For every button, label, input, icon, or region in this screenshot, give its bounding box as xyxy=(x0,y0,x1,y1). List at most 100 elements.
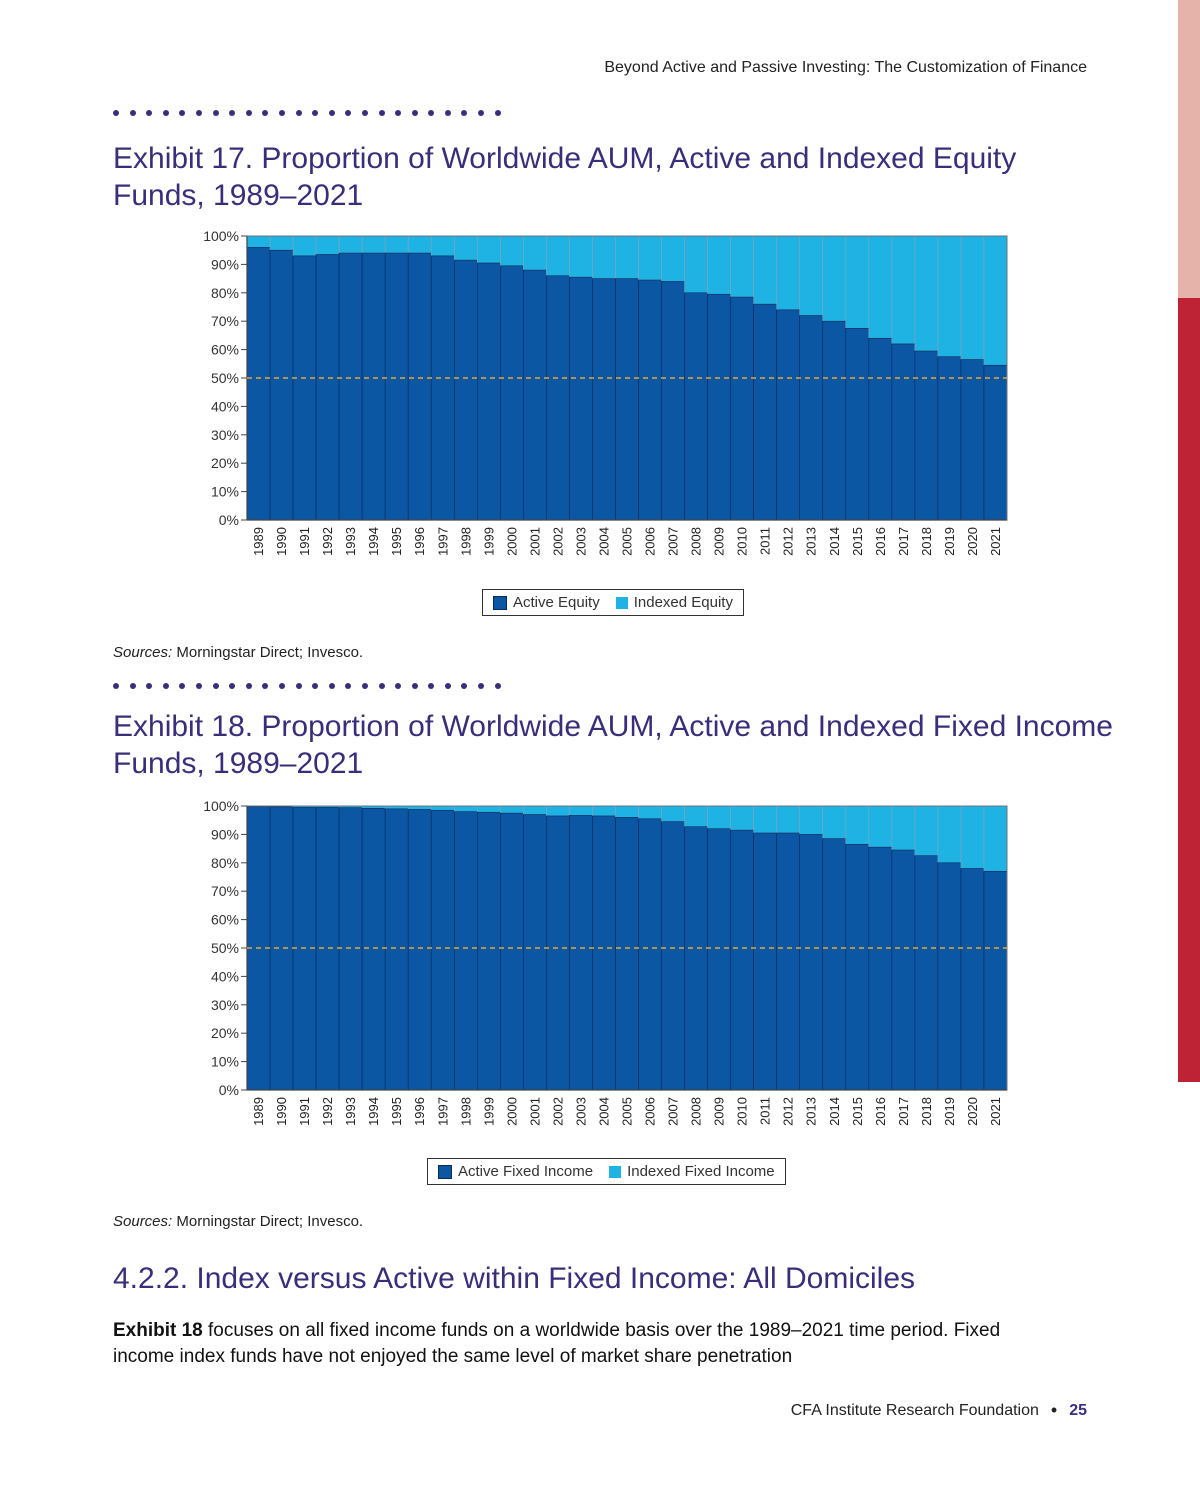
x-tick-label: 2010 xyxy=(735,1097,750,1126)
bar-indexed-2015 xyxy=(845,805,870,845)
side-tab-red xyxy=(1178,298,1200,1082)
divider-dot xyxy=(229,110,236,116)
bar-active-2009 xyxy=(707,293,731,521)
divider-dot xyxy=(245,683,252,689)
x-tick-label: 1991 xyxy=(297,527,312,556)
divider-dot xyxy=(278,110,285,116)
bar-active-2020 xyxy=(960,359,985,521)
exhibit-18-chart-svg: 1989 1990 1991 1992 1993 1994 1995 1996 1997 1998… xyxy=(203,798,1008,1126)
x-tick-label: 1997 xyxy=(435,1097,450,1126)
dotted-divider-2 xyxy=(113,683,501,689)
bar-active-2017 xyxy=(891,849,916,1091)
bar-indexed-2017 xyxy=(891,235,916,345)
bar-indexed-2018 xyxy=(914,805,939,857)
bar-active-2016 xyxy=(868,846,893,1091)
bar-active-1996 xyxy=(407,252,432,521)
bar-indexed-2003 xyxy=(569,805,593,816)
y-tick-label: 40% xyxy=(211,398,239,414)
bar-indexed-2002 xyxy=(546,805,570,817)
bar-active-1999 xyxy=(477,811,501,1091)
bar-active-2010 xyxy=(730,829,754,1091)
x-tick-label: 2018 xyxy=(919,1097,934,1126)
bar-indexed-1997 xyxy=(430,235,455,257)
divider-dot xyxy=(179,683,186,689)
y-tick-label: 60% xyxy=(211,342,239,358)
x-tick-label: 2006 xyxy=(643,1097,658,1126)
x-tick-label: 2010 xyxy=(735,527,750,556)
bar-indexed-2001 xyxy=(523,235,547,271)
x-tick-label: 1993 xyxy=(343,1097,358,1126)
bar-indexed-1999 xyxy=(477,235,501,264)
source-text: Morningstar Direct; Invesco. xyxy=(172,1213,364,1230)
x-tick-label: 1990 xyxy=(274,527,289,556)
x-tick-label: 1989 xyxy=(251,1097,266,1126)
bar-active-2001 xyxy=(523,814,547,1091)
bar-indexed-2011 xyxy=(753,235,777,305)
x-tick-label: 1992 xyxy=(320,527,335,556)
x-tick-label: 2005 xyxy=(620,527,635,556)
bar-indexed-2007 xyxy=(661,235,685,282)
bar-indexed-2003 xyxy=(569,235,593,278)
y-tick-label: 40% xyxy=(211,968,239,984)
bar-indexed-2012 xyxy=(776,805,801,834)
source-text: Morningstar Direct; Invesco. xyxy=(172,644,364,661)
bar-indexed-2016 xyxy=(868,235,893,339)
divider-dot xyxy=(378,110,385,116)
bar-active-1998 xyxy=(453,811,478,1091)
x-tick-label: 1996 xyxy=(412,527,427,556)
divider-dot xyxy=(428,110,435,116)
bar-active-1996 xyxy=(407,809,432,1091)
bar-active-2005 xyxy=(615,278,639,521)
x-tick-label: 2021 xyxy=(988,527,1003,556)
bar-active-2013 xyxy=(799,315,824,521)
y-tick-label: 80% xyxy=(211,855,239,871)
bar-active-2003 xyxy=(569,276,593,521)
bar-indexed-2017 xyxy=(891,805,916,851)
legend-item-active-equity: Active Equity xyxy=(493,594,600,611)
bar-indexed-2000 xyxy=(500,805,524,814)
bar-active-2013 xyxy=(799,834,824,1091)
bar-indexed-2012 xyxy=(776,235,801,311)
legend-item-indexed-equity: Indexed Equity xyxy=(615,594,733,611)
bar-indexed-1994 xyxy=(361,235,386,254)
side-tab-pink xyxy=(1178,0,1200,298)
bar-active-2018 xyxy=(914,350,939,521)
bar-indexed-2015 xyxy=(845,235,870,329)
bar-active-2000 xyxy=(500,812,524,1091)
bar-active-2009 xyxy=(707,828,731,1091)
x-tick-label: 2008 xyxy=(689,527,704,556)
bar-indexed-2021 xyxy=(983,235,1008,366)
bar-indexed-1990 xyxy=(269,235,294,251)
x-tick-label: 2000 xyxy=(504,1097,519,1126)
y-tick-label: 50% xyxy=(211,940,239,956)
exhibit-17-title: Exhibit 17. Proportion of Worldwide AUM,… xyxy=(113,142,1017,212)
y-tick-label: 100% xyxy=(203,798,239,814)
x-tick-label: 2002 xyxy=(550,527,565,556)
bar-indexed-2008 xyxy=(684,235,708,294)
bar-indexed-2000 xyxy=(500,235,524,267)
bar-active-1994 xyxy=(361,252,386,521)
bar-active-2015 xyxy=(845,328,870,521)
divider-dot xyxy=(295,110,302,116)
bar-active-2002 xyxy=(546,815,570,1091)
x-tick-label: 2016 xyxy=(873,1097,888,1126)
y-tick-label: 60% xyxy=(211,912,239,928)
divider-dot xyxy=(229,683,236,689)
legend-label-indexed-fixed-income: Indexed Fixed Income xyxy=(627,1163,775,1180)
bar-indexed-2013 xyxy=(799,235,824,316)
y-tick-label: 0% xyxy=(219,1082,239,1098)
legend-label-active-equity: Active Equity xyxy=(513,594,600,611)
bar-active-2017 xyxy=(891,343,916,521)
source-label: Sources: xyxy=(113,1213,173,1230)
divider-dot xyxy=(478,683,485,689)
body-paragraph: Exhibit 18 focuses on all fixed income f… xyxy=(113,1318,1013,1370)
bar-active-1997 xyxy=(430,255,455,521)
x-tick-label: 2020 xyxy=(965,527,980,556)
divider-dot xyxy=(162,683,169,689)
bar-active-2020 xyxy=(960,868,985,1091)
y-tick-label: 100% xyxy=(203,228,239,244)
divider-dot xyxy=(262,110,269,116)
bar-active-1995 xyxy=(384,808,409,1091)
x-tick-label: 1998 xyxy=(458,1097,473,1126)
x-tick-label: 1996 xyxy=(412,1097,427,1126)
